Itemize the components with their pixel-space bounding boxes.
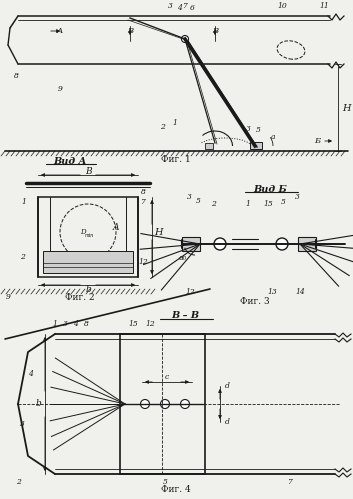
Bar	[182, 237, 200, 251]
Text: 2: 2	[160, 123, 164, 131]
Circle shape	[276, 238, 288, 250]
Bar	[43, 251, 133, 273]
Text: Вид А: Вид А	[53, 157, 87, 166]
Text: 5: 5	[163, 478, 167, 486]
Circle shape	[181, 35, 189, 42]
Text: 12: 12	[185, 288, 195, 296]
Text: 8: 8	[84, 320, 89, 328]
Text: В: В	[85, 167, 91, 176]
Bar	[298, 237, 316, 251]
Text: a: a	[271, 133, 275, 141]
Bar	[205, 143, 213, 149]
Text: 9: 9	[58, 85, 62, 93]
Text: 10: 10	[277, 2, 287, 10]
Text: 3: 3	[187, 193, 191, 201]
Bar	[38, 197, 138, 277]
Text: Фиг. 3: Фиг. 3	[240, 297, 270, 306]
Text: α₀: α₀	[179, 254, 187, 262]
Text: 12: 12	[138, 258, 148, 266]
Text: 3: 3	[62, 320, 67, 328]
Text: 1: 1	[246, 200, 250, 208]
Text: 6: 6	[190, 4, 195, 12]
Text: H: H	[154, 228, 162, 237]
Text: В: В	[212, 27, 218, 35]
Text: 1: 1	[53, 320, 58, 328]
Text: 15: 15	[128, 320, 138, 328]
Text: d: d	[225, 382, 229, 390]
Text: А: А	[57, 27, 63, 35]
Text: b: b	[85, 284, 91, 293]
Text: Б: Б	[314, 137, 320, 145]
Text: 5: 5	[196, 197, 201, 205]
Text: 8: 8	[140, 188, 145, 196]
Text: 7: 7	[140, 198, 145, 206]
Text: Фиг. 2: Фиг. 2	[65, 292, 95, 301]
Text: 3: 3	[246, 125, 250, 133]
Text: 2: 2	[16, 478, 20, 486]
Text: 1: 1	[173, 119, 178, 127]
Text: b: b	[35, 400, 41, 409]
Text: Фиг. 4: Фиг. 4	[161, 486, 191, 495]
Text: 12: 12	[145, 320, 155, 328]
Text: A: A	[113, 223, 119, 232]
Text: 9: 9	[6, 293, 11, 301]
Text: Фиг. 1: Фиг. 1	[161, 155, 191, 164]
Text: В – В: В – В	[171, 311, 199, 320]
Circle shape	[161, 400, 169, 409]
Text: 8: 8	[13, 72, 18, 80]
Text: 3: 3	[19, 420, 24, 428]
Text: В: В	[127, 27, 133, 35]
Circle shape	[140, 400, 150, 409]
Text: 7: 7	[183, 2, 187, 10]
Text: 15: 15	[263, 200, 273, 208]
Text: 3: 3	[168, 2, 172, 10]
Text: 3: 3	[294, 193, 299, 201]
Text: H: H	[342, 103, 350, 112]
Text: 7: 7	[288, 478, 292, 486]
Text: 14: 14	[295, 288, 305, 296]
Text: 5: 5	[281, 198, 286, 206]
Text: 13: 13	[267, 288, 277, 296]
Text: min: min	[84, 233, 94, 238]
Text: 11: 11	[319, 2, 329, 10]
Text: 1: 1	[22, 198, 26, 206]
Text: 4: 4	[73, 320, 77, 328]
Text: 2: 2	[210, 200, 215, 208]
Bar	[250, 142, 262, 149]
Text: D: D	[80, 228, 86, 236]
Text: 5: 5	[256, 126, 261, 134]
Text: Вид Б: Вид Б	[253, 185, 287, 194]
Text: c: c	[165, 373, 169, 381]
Text: 2: 2	[19, 253, 24, 261]
Text: 4: 4	[28, 370, 32, 378]
Circle shape	[214, 238, 226, 250]
Text: 4: 4	[176, 4, 181, 12]
Text: d: d	[225, 418, 229, 426]
Circle shape	[180, 400, 190, 409]
